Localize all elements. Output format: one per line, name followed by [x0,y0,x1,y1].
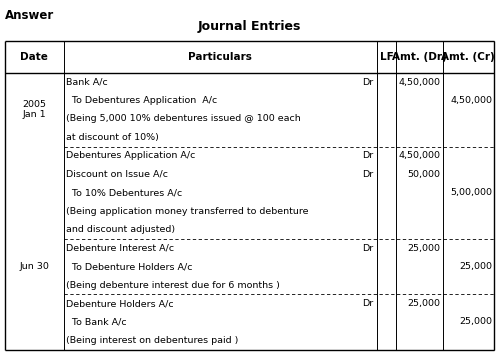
Text: Debenture Interest A/c: Debenture Interest A/c [66,244,174,253]
Text: 25,000: 25,000 [408,299,441,308]
Text: 4,50,000: 4,50,000 [450,96,492,105]
Text: Dr: Dr [362,77,373,87]
Text: 25,000: 25,000 [459,262,492,271]
Text: Amt. (Cr): Amt. (Cr) [442,52,495,62]
Text: 25,000: 25,000 [408,244,441,253]
Text: Answer: Answer [5,9,54,22]
Text: LF: LF [380,52,393,62]
Text: and discount adjusted): and discount adjusted) [66,225,175,234]
Text: Jun 30: Jun 30 [19,262,49,271]
Text: 5,00,000: 5,00,000 [450,188,492,197]
Text: 25,000: 25,000 [459,317,492,327]
Text: Discount on Issue A/c: Discount on Issue A/c [66,170,168,179]
Text: 50,000: 50,000 [408,170,441,179]
Text: To Bank A/c: To Bank A/c [66,317,127,327]
Text: (Being application money transferred to debenture: (Being application money transferred to … [66,207,309,216]
Text: 4,50,000: 4,50,000 [399,151,441,160]
Text: Jan 1: Jan 1 [22,110,46,119]
Text: To Debentures Application  A/c: To Debentures Application A/c [66,96,218,105]
Text: (Being debenture interest due for 6 months ): (Being debenture interest due for 6 mont… [66,280,280,290]
Text: Amt. (Dr): Amt. (Dr) [392,52,447,62]
Text: Debentures Application A/c: Debentures Application A/c [66,151,196,160]
Text: Dr: Dr [362,151,373,160]
Text: 2005: 2005 [22,100,46,109]
Text: 4,50,000: 4,50,000 [399,77,441,87]
Text: Journal Entries: Journal Entries [198,20,301,33]
Text: To 10% Debentures A/c: To 10% Debentures A/c [66,188,183,197]
Text: Dr: Dr [362,170,373,179]
Text: Dr: Dr [362,299,373,308]
Text: Particulars: Particulars [188,52,252,62]
Text: (Being interest on debentures paid ): (Being interest on debentures paid ) [66,336,239,345]
Text: Debenture Holders A/c: Debenture Holders A/c [66,299,174,308]
Text: (Being 5,000 10% debentures issued @ 100 each: (Being 5,000 10% debentures issued @ 100… [66,114,301,124]
Text: at discount of 10%): at discount of 10%) [66,133,159,142]
Text: Bank A/c: Bank A/c [66,77,108,87]
Text: To Debenture Holders A/c: To Debenture Holders A/c [66,262,193,271]
Text: Dr: Dr [362,244,373,253]
Text: Date: Date [20,52,48,62]
